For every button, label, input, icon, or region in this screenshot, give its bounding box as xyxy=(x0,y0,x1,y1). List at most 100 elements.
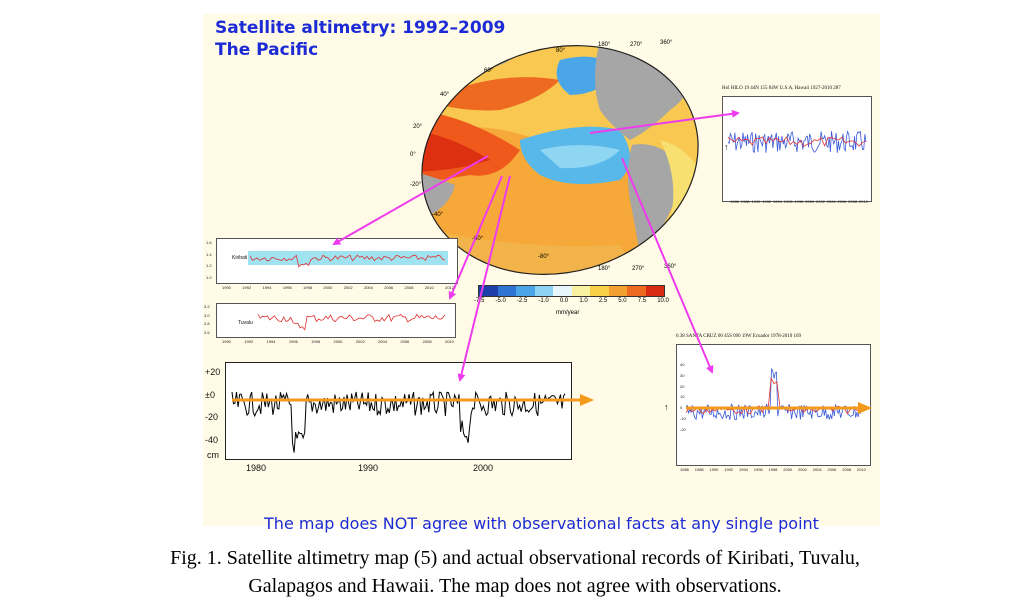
colorbar-swatch-9 xyxy=(627,286,646,296)
colorbar-swatch-6 xyxy=(571,286,590,296)
map-lon-label-bottom-360: 360° xyxy=(664,264,677,270)
hawaii-x-tick: 1998 xyxy=(794,199,804,204)
figure-subtitle: The Pacific xyxy=(215,40,319,60)
caption-line-1: Fig. 1. Satellite altimetry map (5) and … xyxy=(170,547,860,569)
hawaii-x-tick: 2000 xyxy=(805,199,815,204)
tuvalu-x-ticks: 1990 1992 1994 1996 1998 2000 2002 2004 … xyxy=(222,339,454,344)
map-lat-label-80: 80° xyxy=(556,48,566,54)
galapagos-y-tick: 20 xyxy=(680,383,685,389)
kiribati-x-tick: 1996 xyxy=(282,285,292,290)
map-lat-label-0: 0° xyxy=(410,152,416,158)
galapagos-y-tick: 30 xyxy=(680,372,685,378)
hawaii-x-tick: 2010 xyxy=(859,199,868,204)
long-record-y-ticks: +20 ±0 -20 -40 xyxy=(205,367,220,445)
hawaii-x-tick: 1992 xyxy=(762,199,772,204)
arrow-to-hawaii xyxy=(589,109,740,134)
galapagos-x-tick: 1998 xyxy=(768,467,778,472)
galapagos-x-ticks: 1986 1988 1990 1992 1994 1996 1998 2000 … xyxy=(680,467,866,472)
colorbar xyxy=(478,285,665,297)
hawaii-x-tick: 2006 xyxy=(837,199,847,204)
galapagos-x-tick: 2000 xyxy=(783,467,793,472)
hawaii-series-red xyxy=(727,136,867,147)
kiribati-x-tick: 2004 xyxy=(363,285,373,290)
tuvalu-x-tick: 2002 xyxy=(355,339,365,344)
hawaii-series-blue xyxy=(727,130,867,153)
map-lon-label-bottom-270: 270° xyxy=(632,266,645,272)
caption-line-2: Galapagos and Hawaii. The map does not a… xyxy=(248,575,782,597)
tuvalu-x-tick: 2004 xyxy=(378,339,387,344)
kiribati-x-tick: 2000 xyxy=(323,285,333,290)
galapagos-series-blue xyxy=(685,367,863,421)
colorbar-swatch-8 xyxy=(608,286,627,296)
long-record-y-unit: cm xyxy=(207,450,219,460)
hawaii-x-tick: 1986 xyxy=(730,199,739,204)
kiribati-y-tick: 1.0 xyxy=(206,274,212,280)
colorbar-swatch-4 xyxy=(534,286,553,296)
south-america xyxy=(627,144,680,255)
colorbar-tick: 1.0 xyxy=(579,298,588,304)
galapagos-x-tick: 1986 xyxy=(680,467,689,472)
map-lat-label-60: 60° xyxy=(484,68,494,74)
map-lon-label-bottom-180: 180° xyxy=(598,266,611,272)
long-record-panel xyxy=(225,362,572,460)
galapagos-x-tick: 2002 xyxy=(798,467,807,472)
kiribati-x-tick: 1998 xyxy=(303,285,313,290)
galapagos-y-tick: 40 xyxy=(680,362,685,367)
tuvalu-x-tick: 1996 xyxy=(288,339,298,344)
long-record-x-tick-1980: 1980 xyxy=(246,463,267,473)
colorbar-tick: -1.0 xyxy=(538,298,549,304)
galapagos-x-tick: 2004 xyxy=(812,467,822,472)
equatorial-cold xyxy=(540,145,620,169)
west-pacific-core xyxy=(412,130,490,172)
hawaii-y-label: ↑ xyxy=(724,142,729,152)
tuvalu-x-tick: 2008 xyxy=(422,339,432,344)
kiribati-y-tick: 1.4 xyxy=(206,251,212,257)
tuvalu-x-tick: 2000 xyxy=(333,339,343,344)
long-record-y-tick: -40 xyxy=(205,434,219,445)
tuvalu-x-tick: 2010 xyxy=(444,339,454,344)
tuvalu-y-tick: 2.8 xyxy=(204,321,210,327)
colorbar-swatch-1 xyxy=(479,286,498,296)
time-series-layer xyxy=(231,130,872,453)
kiribati-y-ticks: 1.6 1.4 1.2 1.0 xyxy=(206,240,212,280)
long-record-series xyxy=(231,390,566,453)
kiribati-x-tick: 1990 xyxy=(222,285,231,290)
arrow-to-tuvalu xyxy=(448,175,503,300)
long-record-y-tick: -20 xyxy=(205,412,219,423)
colorbar-swatch-10 xyxy=(645,286,664,296)
hawaii-x-tick: 2004 xyxy=(826,199,836,204)
tuvalu-y-tick: 3.0 xyxy=(204,312,210,318)
hawaii-x-tick: 2008 xyxy=(848,199,858,204)
kiribati-x-tick: 2008 xyxy=(404,285,414,290)
kiribati-y-tick: 1.6 xyxy=(206,240,212,245)
kiribati-x-tick: 2012 xyxy=(445,285,454,290)
galapagos-y-ticks: 40 30 20 10 0 -10 -20 xyxy=(680,362,686,432)
galapagos-y-tick: 0 xyxy=(680,405,683,411)
arrow-to-galapagos xyxy=(621,157,714,374)
colorbar-tick: 10.0 xyxy=(657,298,669,304)
colorbar-unit: mm/year xyxy=(556,310,580,316)
long-record-y-tick: +20 xyxy=(205,367,221,377)
hawaii-x-tick: 1994 xyxy=(773,199,782,204)
hawaii-x-tick: 1988 xyxy=(740,199,750,204)
tuvalu-x-tick: 1992 xyxy=(244,339,254,344)
hawaii-panel-title: Hol HILO 19 44N 155 04W U.S.A. Hawaii 19… xyxy=(722,86,841,91)
map-lon-label-top-180: 180° xyxy=(598,42,611,48)
galapagos-x-tick: 1996 xyxy=(753,467,763,472)
galapagos-x-tick: 2010 xyxy=(857,467,866,472)
galapagos-y-tick: -20 xyxy=(680,426,686,432)
map-lat-label-minus60: -60° xyxy=(472,236,484,242)
map-lon-label-top-270: 270° xyxy=(630,42,643,48)
colorbar-swatch-3 xyxy=(516,286,535,296)
tuvalu-x-tick: 1998 xyxy=(311,339,321,344)
tuvalu-series-red xyxy=(257,313,446,331)
kiribati-x-ticks: 1990 1992 1994 1996 1998 2000 2002 2004 … xyxy=(222,285,454,290)
long-record-y-tick: ±0 xyxy=(205,389,215,400)
colorbar-tick: 5.0 xyxy=(618,298,627,304)
galapagos-x-tick: 2006 xyxy=(827,467,837,472)
map-lat-label-minus20: -20° xyxy=(410,182,422,188)
hawaii-x-tick: 1990 xyxy=(751,199,761,204)
galapagos-y-label: ↑ xyxy=(664,402,669,412)
